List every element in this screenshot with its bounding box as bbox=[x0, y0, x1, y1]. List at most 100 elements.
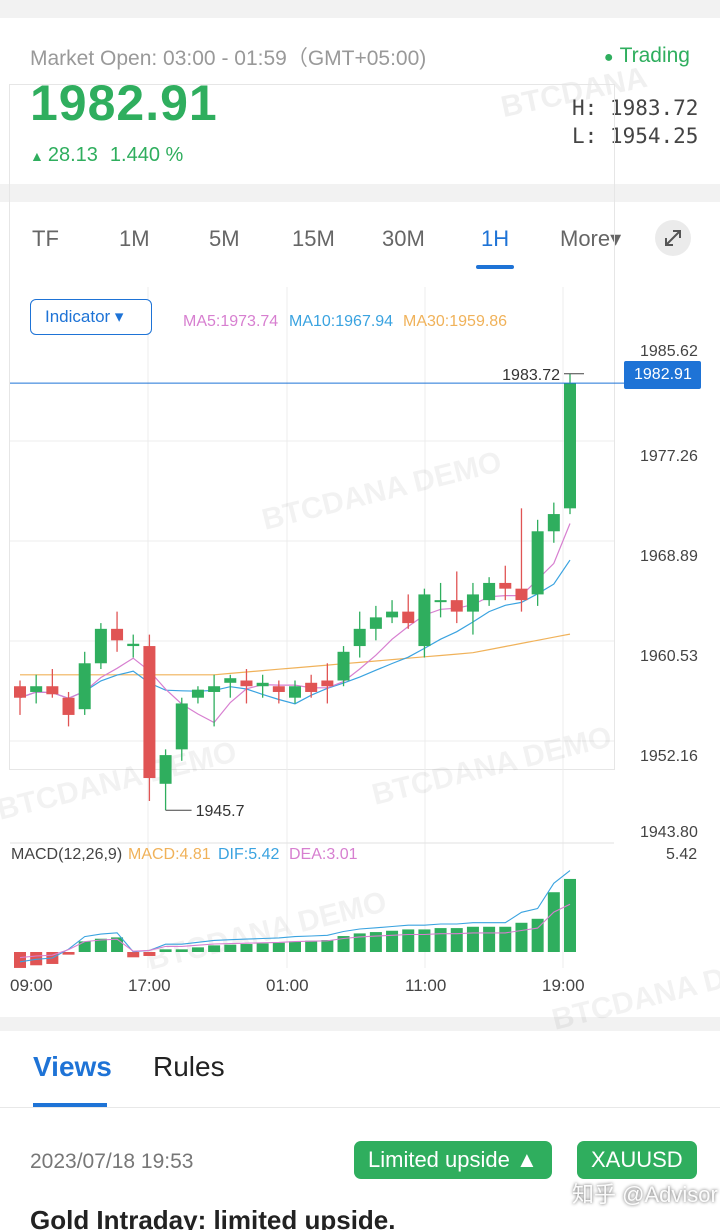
candle-body bbox=[14, 686, 26, 698]
tab-5m[interactable]: 5M bbox=[209, 226, 240, 251]
candle-body bbox=[78, 663, 91, 710]
high-marker-label: 1983.72 bbox=[502, 367, 560, 384]
tab-1m[interactable]: 1M bbox=[119, 226, 150, 251]
candle-body bbox=[191, 689, 204, 698]
active-tab-indicator bbox=[476, 265, 514, 269]
candle-body bbox=[386, 611, 399, 618]
expand-button[interactable] bbox=[655, 220, 691, 256]
divider bbox=[0, 1107, 720, 1108]
candle-body bbox=[564, 383, 576, 509]
candle-body bbox=[531, 531, 544, 595]
macd-bar bbox=[564, 878, 576, 952]
macd-bar bbox=[256, 943, 269, 952]
candle-body bbox=[208, 686, 221, 692]
day-low: L: 1954.25 bbox=[572, 124, 699, 148]
day-high: H: 1983.72 bbox=[572, 96, 699, 120]
x-tick-label: 11:00 bbox=[405, 976, 447, 995]
macd-bar bbox=[483, 926, 496, 952]
macd-bar bbox=[62, 952, 75, 955]
ma10-line bbox=[19, 559, 571, 705]
dea-value: DEA:3.01 bbox=[289, 846, 358, 863]
macd-bar bbox=[547, 892, 560, 952]
active-tab-indicator bbox=[33, 1103, 107, 1107]
macd-bar bbox=[191, 947, 204, 952]
tab-more[interactable]: More▾ bbox=[560, 226, 622, 251]
x-tick-label: 09:00 bbox=[10, 976, 53, 995]
macd-axis-label: 5.42 bbox=[666, 846, 698, 863]
macd-bar bbox=[289, 941, 301, 952]
symbol-badge: XAUUSD bbox=[577, 1141, 697, 1179]
change-percent: 1.440 % bbox=[109, 144, 184, 166]
macd-bar bbox=[175, 949, 188, 952]
macd-bar bbox=[386, 930, 399, 952]
ma30-value: MA30:1959.86 bbox=[403, 313, 508, 330]
tab-views[interactable]: Views bbox=[33, 1051, 112, 1082]
price-change: ▲ 28.13 1.440 % bbox=[30, 144, 183, 167]
macd-bar bbox=[127, 952, 140, 958]
macd-histogram bbox=[14, 870, 576, 968]
indicator-dropdown[interactable]: Indicator ▾ bbox=[30, 299, 152, 335]
macd-bar bbox=[515, 922, 528, 952]
macd-bar bbox=[321, 940, 334, 952]
candle-body bbox=[466, 594, 479, 612]
chart-plot-area[interactable] bbox=[9, 84, 615, 770]
candle-body bbox=[499, 582, 512, 589]
watermark: BTCDANA DEMO bbox=[259, 445, 505, 536]
y-tick-label: 1968.89 bbox=[640, 548, 698, 565]
macd-bar bbox=[402, 929, 415, 952]
tab-1h[interactable]: 1H bbox=[481, 226, 510, 251]
macd-bar bbox=[337, 936, 350, 952]
status-dot-icon: ● bbox=[603, 49, 614, 66]
ma10-value: MA10:1967.94 bbox=[289, 313, 394, 330]
x-tick-label: 19:00 bbox=[542, 976, 585, 995]
candles-group bbox=[14, 373, 576, 811]
candle-body bbox=[337, 651, 350, 681]
candle-body bbox=[175, 703, 188, 750]
macd-bar bbox=[78, 941, 91, 952]
candle-body bbox=[143, 646, 156, 779]
macd-bar bbox=[14, 952, 26, 968]
watermark: BTCDANA DEMO bbox=[369, 720, 615, 811]
tab-15m[interactable]: 15M bbox=[292, 226, 335, 251]
change-value: 28.13 bbox=[47, 144, 98, 166]
y-tick-label: 1985.62 bbox=[640, 343, 698, 360]
candle-body bbox=[547, 514, 560, 532]
candle-body bbox=[256, 682, 269, 687]
trading-status: ● Trading bbox=[604, 44, 690, 68]
x-tick-label: 17:00 bbox=[128, 976, 171, 995]
candle-body bbox=[30, 686, 43, 692]
current-price-tag: 1982.91 bbox=[624, 361, 701, 389]
candle-body bbox=[450, 600, 463, 612]
candle-body bbox=[353, 628, 366, 647]
tab-tf[interactable]: TF bbox=[32, 226, 59, 251]
macd-bar bbox=[143, 952, 156, 956]
candle-body bbox=[240, 680, 253, 687]
macd-bar bbox=[418, 929, 431, 952]
macd-bar bbox=[272, 942, 285, 952]
y-tick-label: 1943.80 bbox=[640, 824, 698, 841]
x-tick-label: 01:00 bbox=[266, 976, 309, 995]
tab-rules[interactable]: Rules bbox=[153, 1051, 225, 1082]
candle-body bbox=[305, 682, 318, 692]
ma30-line bbox=[20, 633, 571, 676]
dif-line bbox=[19, 870, 571, 963]
candle-body bbox=[515, 588, 528, 601]
tab-30m[interactable]: 30M bbox=[382, 226, 425, 251]
candle-body bbox=[321, 680, 334, 687]
source-credit: 知乎 @Advisor bbox=[572, 1182, 718, 1207]
candle-body bbox=[127, 643, 140, 647]
headline[interactable]: Gold Intraday: limited upside. bbox=[30, 1205, 396, 1230]
candle-body bbox=[94, 628, 107, 664]
outlook-badge: Limited upside ▲ bbox=[354, 1141, 552, 1179]
candle-body bbox=[111, 628, 124, 641]
timeframe-tabs: TF 1M 5M 15M 30M 1H More▾ bbox=[0, 202, 720, 274]
candle-body bbox=[434, 600, 447, 603]
y-tick-label: 1960.53 bbox=[640, 648, 698, 665]
macd-value: MACD:4.81 bbox=[128, 846, 211, 863]
y-tick-label: 1977.26 bbox=[640, 448, 698, 465]
macd-bar bbox=[353, 933, 366, 952]
macd-bar bbox=[208, 945, 221, 952]
dea-line bbox=[19, 903, 571, 959]
up-arrow-icon: ▲ bbox=[30, 148, 44, 164]
candle-body bbox=[402, 611, 415, 624]
